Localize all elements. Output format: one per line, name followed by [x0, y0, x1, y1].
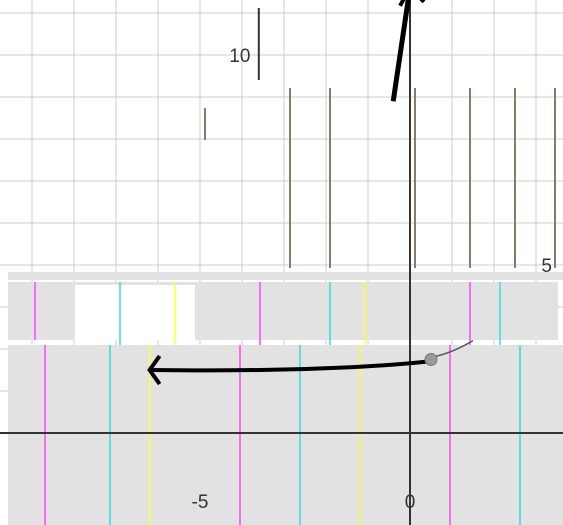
x-tick-label: -5: [192, 492, 209, 513]
data-point: [424, 353, 438, 366]
horizontal-arrow: [149, 359, 428, 373]
noise-gap: [75, 285, 195, 340]
vertical-arrow: [390, 0, 411, 102]
noise-band: [8, 345, 563, 485]
noise-band: [8, 478, 563, 525]
y-tick-label: 5: [541, 256, 552, 277]
horizontal-arrow-head: [147, 354, 162, 386]
y-tick-label: 10: [229, 46, 250, 67]
x-tick-label: 0: [405, 492, 416, 513]
noise-band: [8, 272, 563, 280]
noise-gap: [0, 0, 563, 85]
